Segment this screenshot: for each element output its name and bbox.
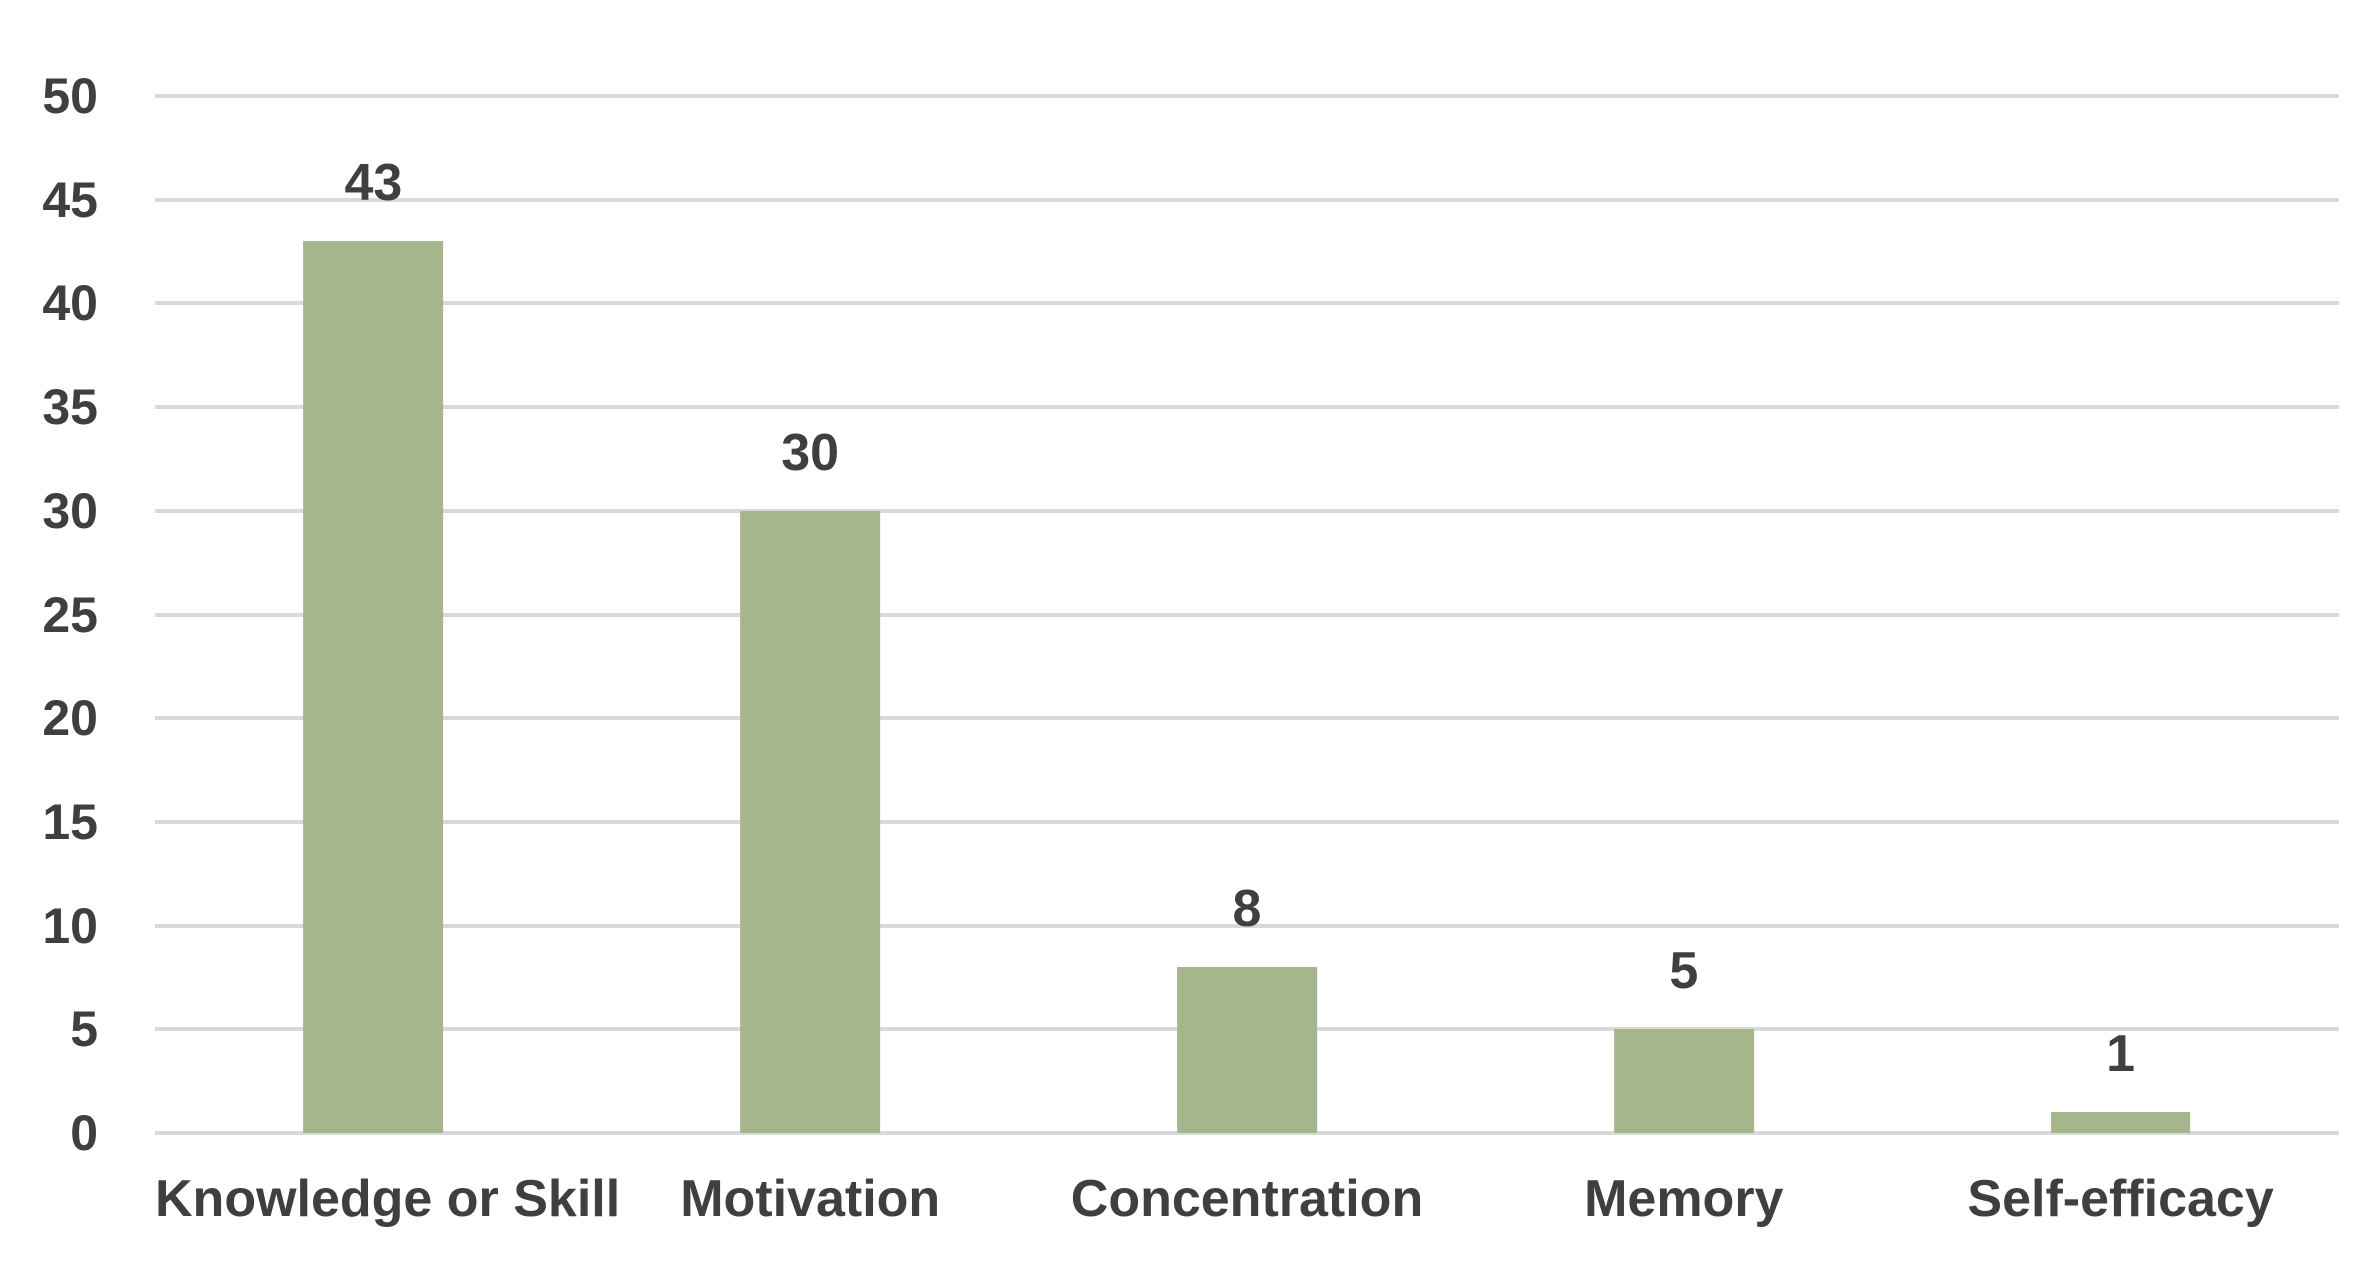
bar-self-efficacy — [2050, 1112, 2191, 1133]
x-label-memory: Memory — [1584, 1170, 1784, 1228]
x-label-motivation: Motivation — [680, 1170, 941, 1228]
y-tick-label-10: 10 — [42, 897, 98, 954]
x-label-concentration: Concentration — [1070, 1170, 1424, 1228]
bar-motivation — [740, 510, 881, 1133]
value-label-concentration: 8 — [1232, 880, 1262, 939]
y-tick-label-20: 20 — [42, 690, 98, 747]
y-tick-label-25: 25 — [42, 586, 98, 643]
gridline-35 — [155, 405, 2339, 410]
y-tick-label-40: 40 — [42, 275, 98, 332]
gridline-0 — [155, 1131, 2339, 1135]
gridline-45 — [155, 197, 2339, 202]
category-cell-self-efficacy: 1 — [1902, 96, 2339, 1133]
gridline-40 — [155, 301, 2339, 306]
y-tick-label-45: 45 — [42, 171, 98, 228]
gridline-10 — [155, 923, 2339, 928]
y-axis: 50 45 40 35 30 25 20 15 10 5 0 — [0, 71, 112, 1158]
y-tick-label-50: 50 — [42, 68, 98, 124]
value-label-memory: 5 — [1669, 942, 1699, 1001]
gridline-20 — [155, 716, 2339, 721]
x-label-knowledge-or-skill: Knowledge or Skill — [155, 1170, 621, 1228]
value-label-motivation: 30 — [781, 423, 840, 482]
value-label-knowledge-or-skill: 43 — [344, 154, 403, 213]
gridline-30 — [155, 508, 2339, 513]
plot-area: 43 30 8 5 1 — [155, 94, 2339, 1135]
gridline-50 — [155, 94, 2339, 98]
gridline-25 — [155, 612, 2339, 617]
bar-knowledge-or-skill — [303, 241, 444, 1133]
category-cell-concentration: 8 — [1029, 96, 1466, 1133]
category-cell-knowledge-or-skill: 43 — [155, 96, 592, 1133]
y-tick-label-0: 0 — [70, 1105, 98, 1161]
y-tick-label-5: 5 — [70, 1001, 98, 1058]
gridline-15 — [155, 819, 2339, 824]
y-tick-label-35: 35 — [42, 379, 98, 436]
x-label-self-efficacy: Self-efficacy — [1967, 1170, 2274, 1228]
category-cell-memory: 5 — [1465, 96, 1902, 1133]
category-cell-motivation: 30 — [592, 96, 1029, 1133]
value-label-self-efficacy: 1 — [2106, 1025, 2136, 1084]
y-tick-label-15: 15 — [42, 793, 98, 850]
bar-memory — [1613, 1029, 1754, 1133]
y-tick-label-30: 30 — [42, 482, 98, 539]
bar-concentration — [1177, 967, 1317, 1133]
x-axis: Knowledge or Skill Motivation Concentratio… — [155, 1168, 2339, 1248]
